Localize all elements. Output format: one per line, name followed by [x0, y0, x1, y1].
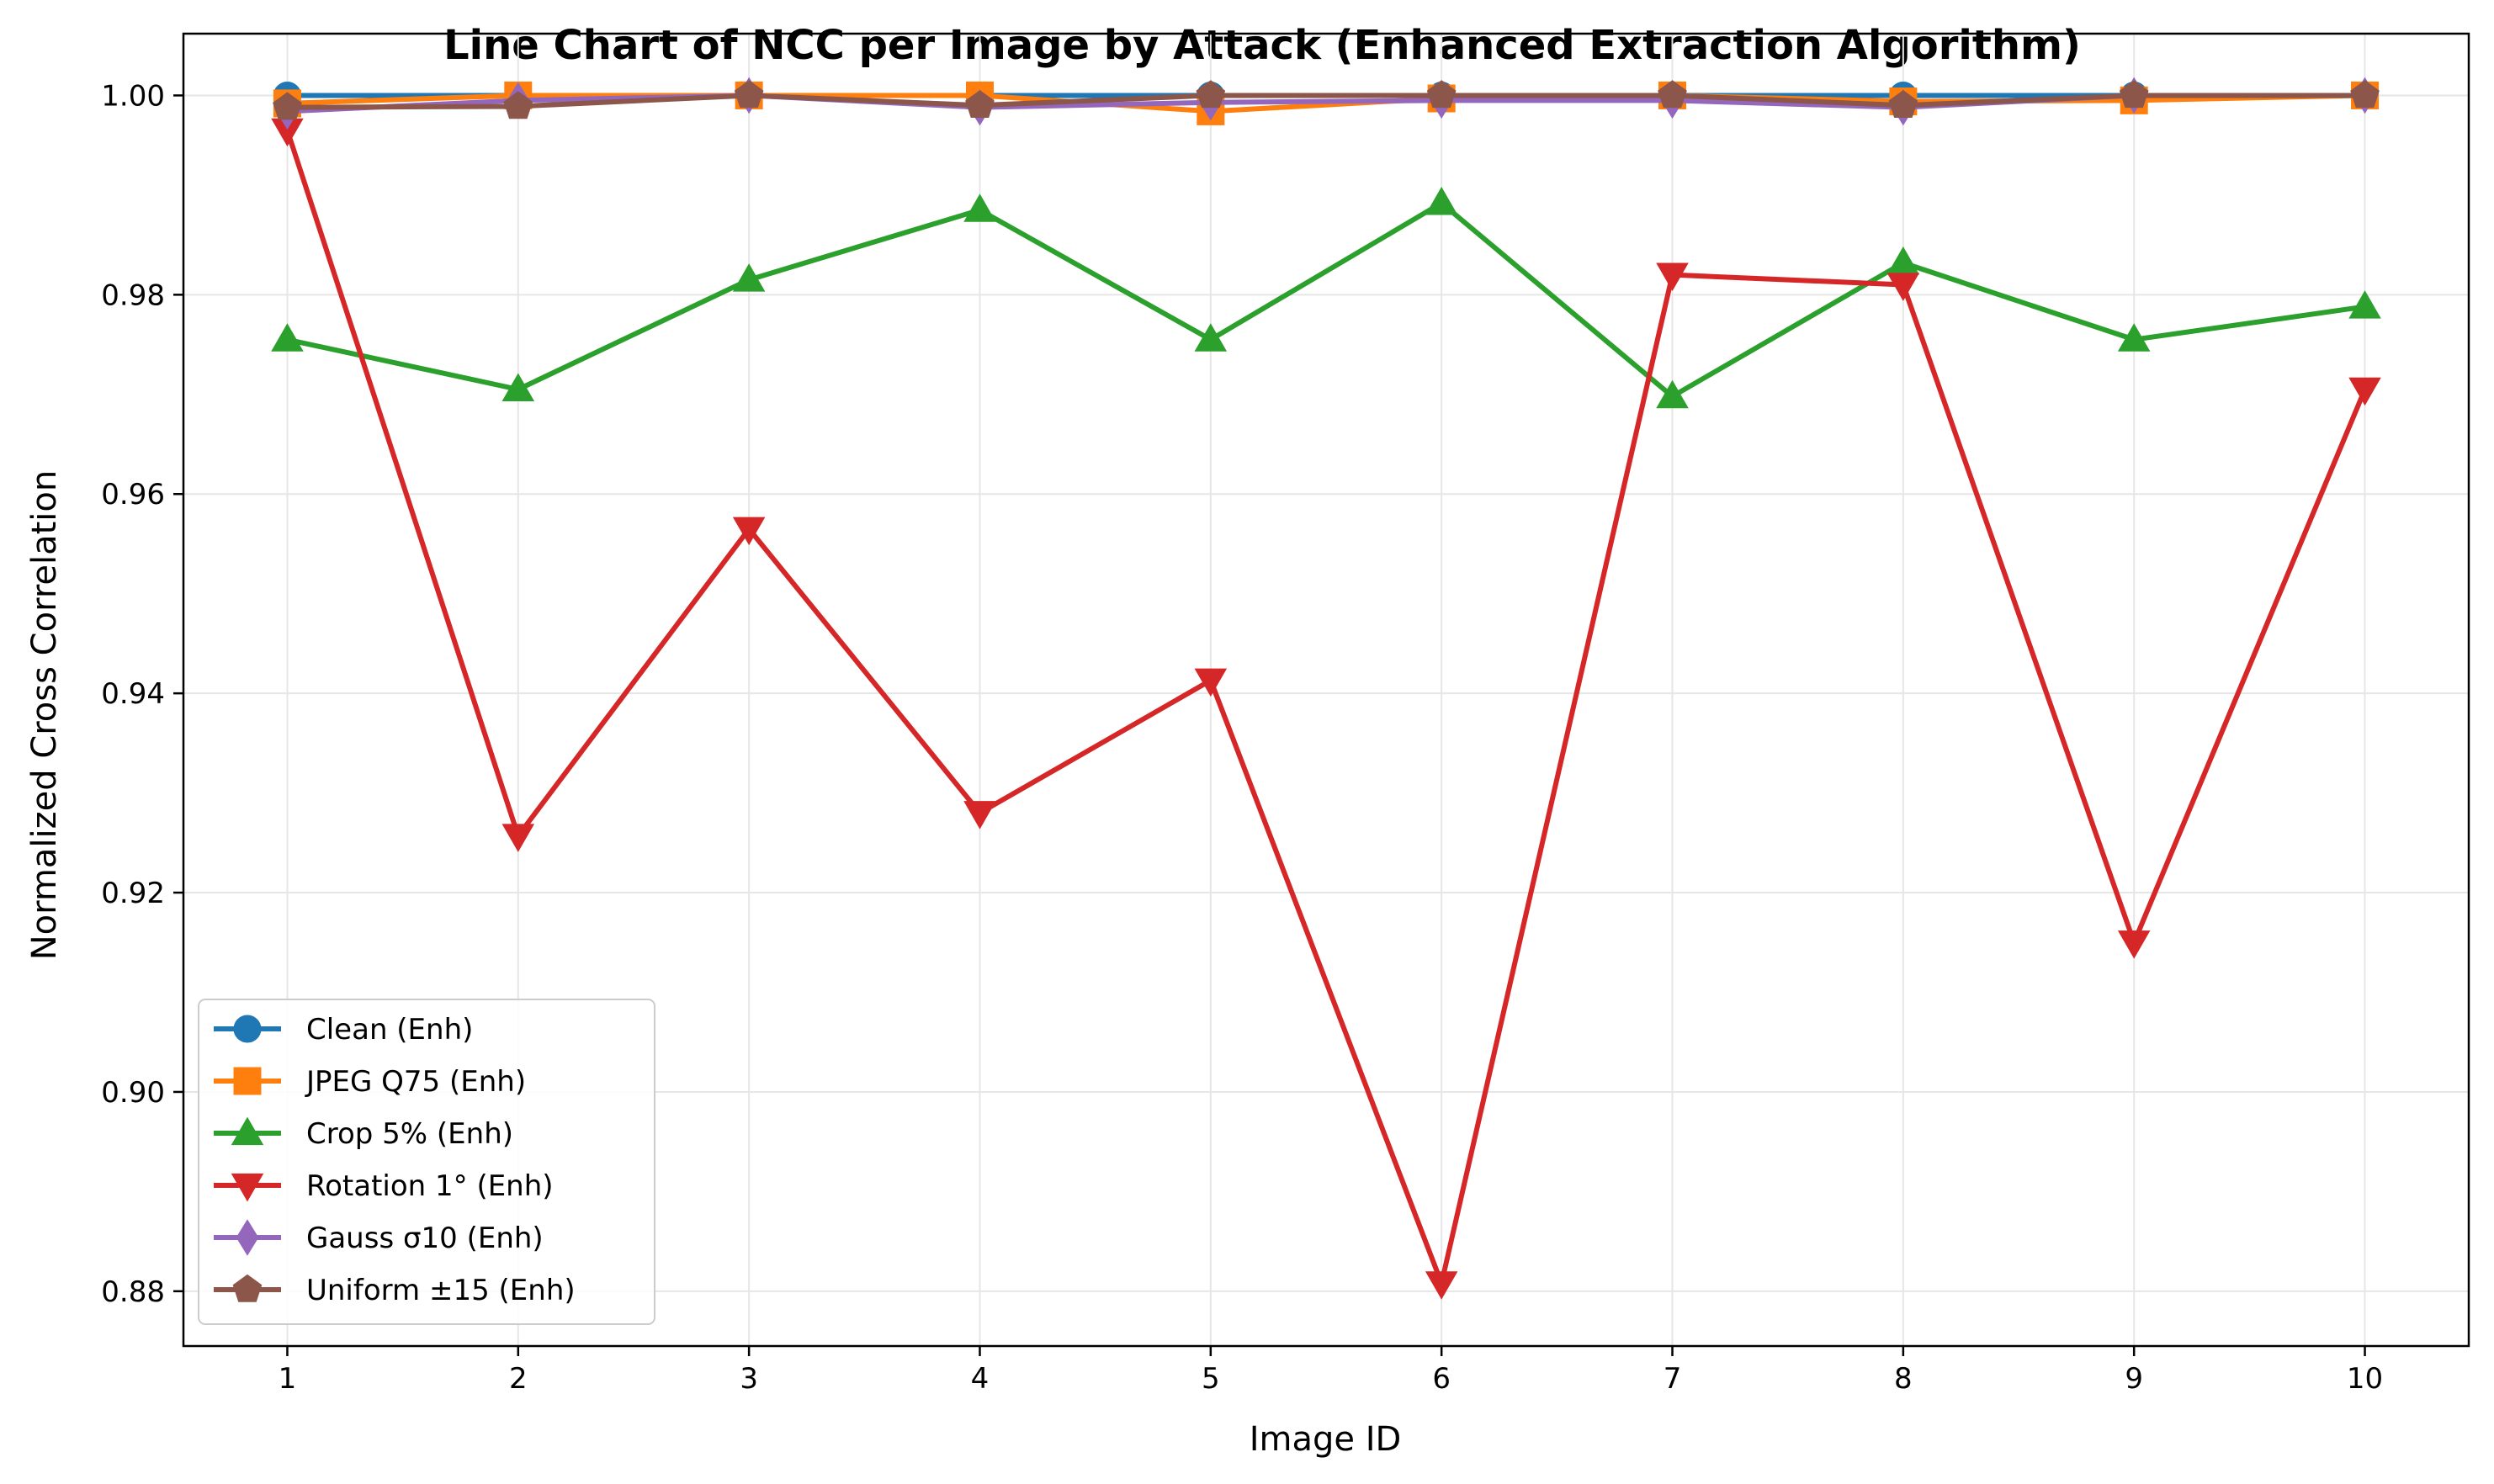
legend-item: Rotation 1° (Enh) — [214, 1169, 554, 1203]
data-point — [1194, 323, 1228, 352]
legend-marker — [236, 1219, 259, 1256]
data-point — [1656, 262, 1689, 292]
series-line — [287, 93, 2365, 110]
legend-marker — [231, 1116, 264, 1146]
data-point — [963, 193, 996, 222]
data-point — [273, 92, 302, 120]
data-point — [2119, 80, 2149, 109]
y-tick-label: 0.92 — [101, 877, 165, 910]
data-point — [1425, 1271, 1458, 1300]
x-tick-label: 6 — [1432, 1362, 1451, 1396]
legend-label: Crop 5% (Enh) — [306, 1117, 513, 1151]
legend-label: Gauss σ10 (Enh) — [306, 1222, 544, 1255]
data-point — [732, 517, 766, 546]
data-point — [271, 323, 304, 352]
y-tick-label: 0.90 — [101, 1076, 165, 1110]
x-tick-label: 7 — [1664, 1362, 1682, 1396]
data-point — [2117, 930, 2151, 959]
legend-marker — [233, 1067, 262, 1095]
legend-marker — [231, 1173, 264, 1202]
data-point — [2350, 80, 2380, 109]
series-4 — [271, 118, 2381, 1300]
series-6 — [273, 80, 2380, 120]
legend-label: Rotation 1° (Enh) — [306, 1169, 554, 1203]
data-point — [1425, 186, 1458, 215]
x-tick-label: 8 — [1894, 1362, 1913, 1396]
data-point — [965, 90, 995, 119]
data-point — [1196, 80, 1226, 109]
data-point — [734, 80, 764, 109]
y-tick-label: 0.94 — [101, 677, 165, 711]
axes: 1 2 3 4 5 6 7 8 9 10 0.88 0.90 0.92 0.94 0.96 0.98 1.00 — [101, 32, 2470, 1396]
legend-label: JPEG Q75 (Enh) — [305, 1065, 526, 1099]
x-tick-label: 1 — [279, 1362, 297, 1396]
y-tick-label: 1.00 — [101, 79, 165, 113]
legend-item: Uniform ±15 (Enh) — [214, 1274, 576, 1307]
x-tick-label: 9 — [2125, 1362, 2143, 1396]
legend-label: Clean (Enh) — [306, 1013, 473, 1047]
legend-item: JPEG Q75 (Enh) — [214, 1065, 526, 1099]
legend-item: Gauss σ10 (Enh) — [214, 1219, 544, 1256]
data-point — [732, 263, 766, 292]
series-layer — [271, 77, 2381, 1300]
legend-label: Uniform ±15 (Enh) — [306, 1274, 576, 1307]
y-axis-label: Normalized Cross Correlation — [25, 470, 64, 960]
x-tick-label: 10 — [2347, 1362, 2383, 1396]
y-tick-label: 0.98 — [101, 278, 165, 312]
legend-item: Crop 5% (Enh) — [214, 1116, 513, 1151]
data-point — [2348, 377, 2381, 406]
y-tick-label: 0.88 — [101, 1275, 165, 1309]
series-line — [284, 129, 2368, 1286]
legend: Clean (Enh) JPEG Q75 (Enh) Crop 5% (Enh) Ro… — [198, 999, 655, 1325]
legend-marker — [232, 1274, 263, 1302]
x-tick-label: 3 — [740, 1362, 758, 1396]
data-point — [2117, 323, 2151, 352]
y-tick-label: 0.96 — [101, 478, 165, 511]
data-point — [2348, 290, 2381, 319]
data-point — [1658, 80, 1687, 109]
series-3 — [271, 186, 2381, 409]
data-point — [1886, 246, 1920, 275]
legend-marker — [233, 1015, 262, 1043]
x-tick-label: 2 — [509, 1362, 528, 1396]
data-point — [1426, 80, 1457, 109]
data-point — [503, 91, 533, 119]
legend-item: Clean (Enh) — [214, 1013, 473, 1047]
x-tick-label: 5 — [1202, 1362, 1220, 1396]
plot-frame — [182, 32, 2470, 1348]
chart-title: Line Chart of NCC per Image by Attack (E… — [443, 22, 2081, 69]
data-point — [1886, 273, 1920, 301]
x-tick-label: 4 — [971, 1362, 990, 1396]
legend-box — [198, 999, 655, 1325]
data-point — [1194, 668, 1228, 697]
x-axis-label: Image ID — [1250, 1420, 1402, 1459]
data-point — [501, 824, 535, 852]
data-point — [1888, 90, 1918, 119]
data-point — [963, 801, 996, 829]
data-point — [1656, 379, 1689, 409]
series-line — [286, 200, 2365, 400]
data-point — [501, 373, 535, 401]
